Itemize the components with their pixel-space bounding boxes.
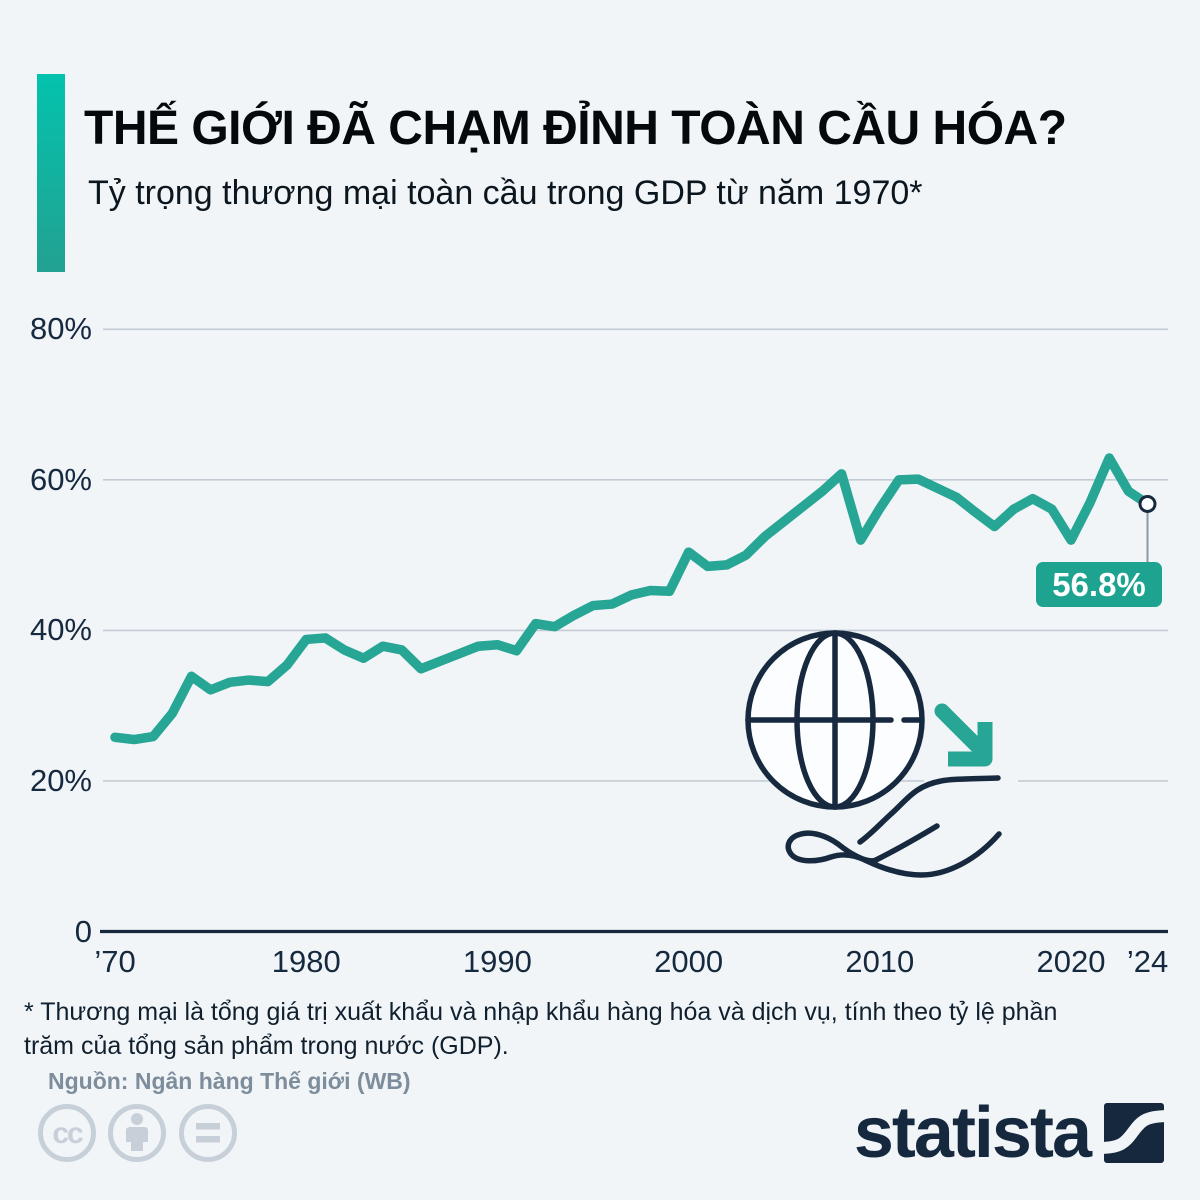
hand-finger-line [857, 775, 1001, 845]
down-right-arrow-icon [934, 703, 993, 767]
x-tick-2010: 2010 [845, 944, 915, 979]
cc-glyph: cc [52, 1117, 83, 1150]
cc-by-icon [108, 1104, 166, 1162]
page-subtitle: Tỷ trọng thương mại toàn cầu trong GDP t… [88, 174, 923, 212]
x-tick-1990: 1990 [462, 944, 532, 979]
hand-thumb-outline [785, 830, 1002, 878]
x-tick-1980: 1980 [271, 944, 341, 979]
x-tick-2020: 2020 [1036, 944, 1106, 979]
accent-bar [37, 74, 65, 272]
y-tick-20%: 20% [29, 762, 92, 798]
cc-by-person-glyph [126, 1113, 148, 1151]
y-tick-80%: 80% [29, 311, 92, 347]
cc-nd-equals-glyph [196, 1123, 220, 1143]
statista-logo-mark [1104, 1103, 1164, 1163]
statista-logo: statista [853, 1093, 1164, 1173]
footnote: * Thương mại là tổng giá trị xuất khẩu v… [24, 998, 1058, 1060]
y-tick-0: 0 [74, 913, 92, 949]
globe-in-hand-icon [745, 630, 1018, 898]
x-tick-2000: 2000 [654, 944, 724, 979]
cc-icon [38, 1104, 96, 1162]
end-value-badge: 56.8% [1036, 562, 1162, 607]
x-tick-2024: ’24 [1126, 944, 1169, 979]
icon-backdrop [924, 688, 1018, 898]
y-tick-60%: 60% [29, 461, 92, 497]
end-point-marker [1138, 494, 1157, 513]
y-tick-40%: 40% [29, 612, 92, 648]
source-line: Nguồn: Ngân hàng Thế giới (WB) [48, 1068, 411, 1094]
statista-wordmark: statista [853, 1093, 1092, 1173]
hand-palm-line [873, 823, 940, 863]
cc-nd-icon [179, 1104, 237, 1162]
arrow-head [948, 722, 993, 767]
x-tick-1970: ’70 [94, 944, 136, 979]
creative-commons-badges: cc [38, 1104, 237, 1162]
arrow-shaft [934, 703, 984, 753]
page-title: THẾ GIỚI ĐÃ CHẠM ĐỈNH TOÀN CẦU HÓA? [84, 102, 1067, 155]
trade-share-series-line [110, 453, 1153, 745]
